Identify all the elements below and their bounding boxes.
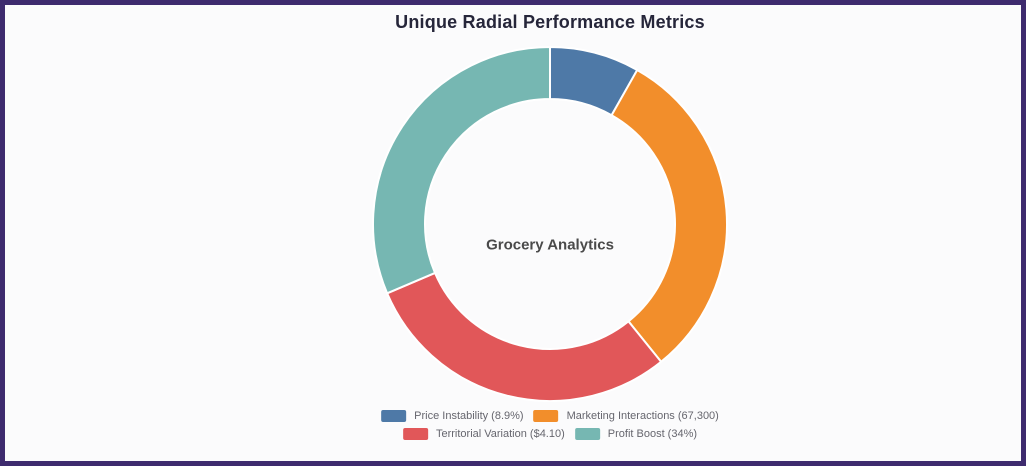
chart-legend: Price Instability (8.9%) Marketing Intera… — [381, 409, 719, 441]
legend-swatch-icon — [402, 428, 428, 440]
legend-swatch-icon — [574, 428, 600, 440]
legend-label: Marketing Interactions (67,300) — [566, 410, 719, 422]
chart-title: Unique Radial Performance Metrics — [395, 12, 705, 32]
legend-row: Price Instability (8.9%) Marketing Intera… — [381, 409, 719, 423]
legend-swatch-icon — [381, 410, 407, 422]
donut-segment-territorial-variation[interactable] — [386, 271, 663, 402]
donut-segment-marketing-interactions[interactable] — [610, 68, 728, 363]
legend-row: Territorial Variation ($4.10) Profit Boos… — [402, 427, 698, 441]
legend-item-profit-boost[interactable]: Profit Boost (34%) — [574, 427, 698, 441]
legend-item-marketing-interactions[interactable]: Marketing Interactions (67,300) — [533, 409, 719, 423]
legend-label: Profit Boost (34%) — [607, 428, 698, 440]
legend-label: Price Instability (8.9%) — [414, 410, 524, 422]
legend-swatch-icon — [533, 410, 559, 422]
legend-item-territorial-variation[interactable]: Territorial Variation ($4.10) — [402, 427, 565, 441]
legend-item-price-instability[interactable]: Price Instability (8.9%) — [381, 409, 524, 423]
legend-label: Territorial Variation ($4.10) — [435, 428, 565, 440]
donut-svg — [372, 46, 728, 402]
donut-segment-profit-boost[interactable] — [372, 46, 551, 295]
donut-chart: Grocery Analytics — [372, 46, 728, 402]
